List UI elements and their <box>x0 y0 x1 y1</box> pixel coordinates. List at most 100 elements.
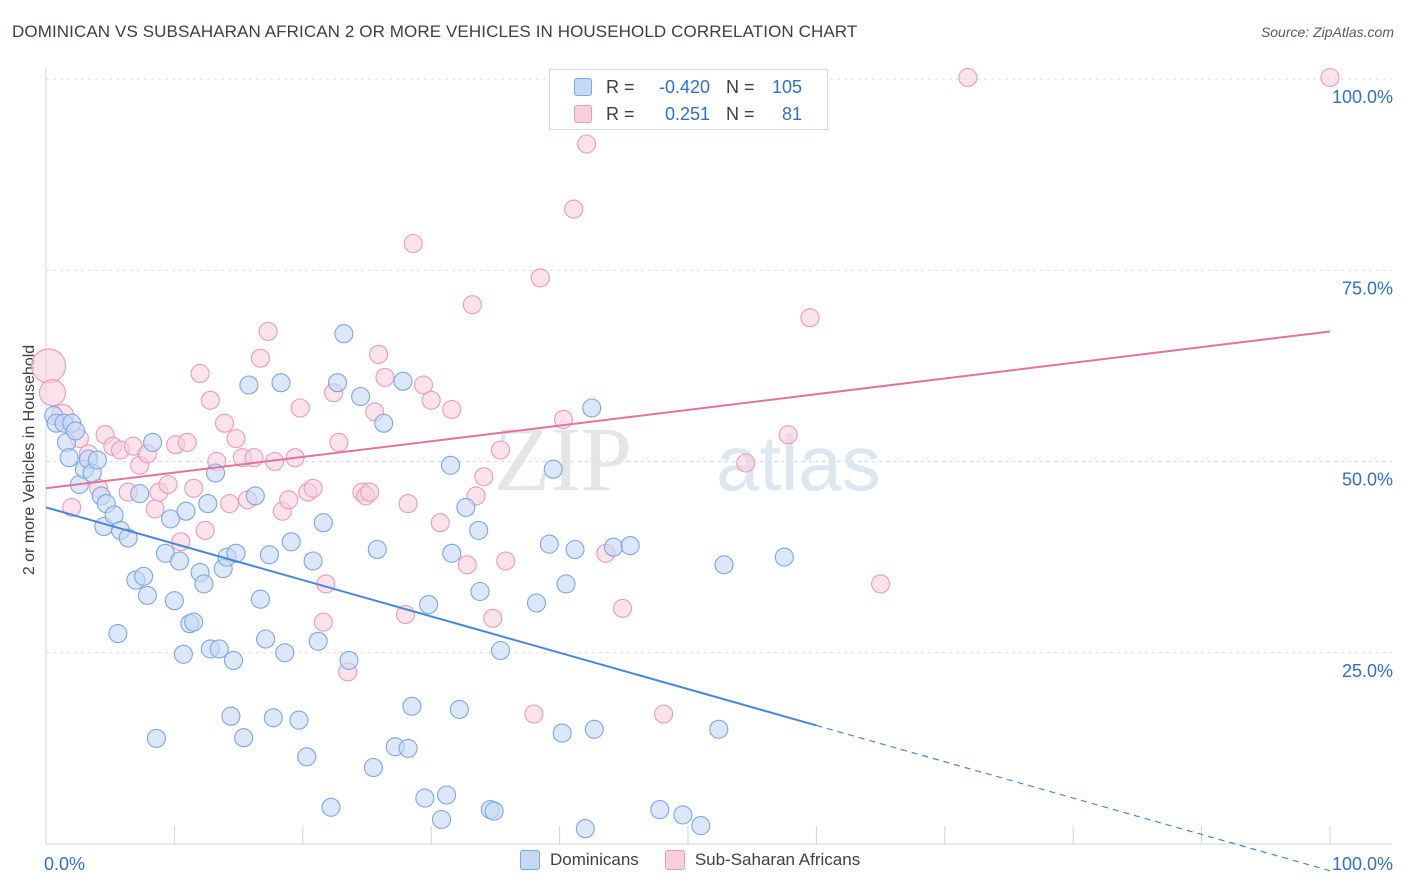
data-point-dominicans <box>709 719 729 739</box>
stats-n-value: 105 <box>771 76 802 97</box>
data-point-dominicans <box>543 459 563 479</box>
data-point-sub-saharan-africans <box>1320 67 1340 88</box>
data-point-dominicans <box>456 497 476 517</box>
stats-swatch-dominicans <box>574 78 592 96</box>
stats-swatch-sub-saharan-africans <box>574 105 592 123</box>
trend-line-dominicans-extrapolated <box>816 724 1331 872</box>
data-point-dominicans <box>449 699 469 719</box>
data-point-dominicans <box>234 728 254 748</box>
data-point-sub-saharan-africans <box>871 574 891 594</box>
data-point-sub-saharan-africans <box>313 612 333 632</box>
data-point-dominicans <box>313 513 333 533</box>
data-point-dominicans <box>556 574 576 594</box>
data-point-dominicans <box>137 585 157 605</box>
chart-legend: Dominicans Sub-Saharan Africans <box>520 850 860 870</box>
x-tick-label-start: 0.0% <box>44 854 85 874</box>
data-point-sub-saharan-africans <box>360 482 380 502</box>
data-point-dominicans <box>552 723 572 743</box>
data-point-dominicans <box>363 757 383 778</box>
data-point-dominicans <box>289 710 309 730</box>
data-point-sub-saharan-africans <box>564 199 584 219</box>
data-point-sub-saharan-africans <box>145 499 165 519</box>
data-point-sub-saharan-africans <box>226 428 246 449</box>
data-point-sub-saharan-africans <box>490 440 511 460</box>
legend-swatch-sub-saharan-africans <box>664 850 685 870</box>
data-point-sub-saharan-africans <box>38 379 66 407</box>
data-point-dominicans <box>415 788 435 808</box>
stats-n-label: N = <box>726 76 755 97</box>
stats-n-value: 81 <box>781 103 802 124</box>
data-point-dominicans <box>130 484 150 504</box>
stats-row-dominicans: R = -0.420 N = 105 <box>574 74 802 100</box>
data-point-dominicans <box>714 555 734 575</box>
data-point-dominicans <box>565 539 585 560</box>
data-point-dominicans <box>308 631 328 651</box>
data-point-sub-saharan-africans <box>214 413 235 433</box>
data-point-dominicans <box>194 574 214 594</box>
data-point-dominicans <box>169 551 190 571</box>
data-point-dominicans <box>303 551 323 571</box>
data-point-dominicans <box>176 501 196 521</box>
data-point-dominicans <box>398 738 418 758</box>
stats-legend: R = -0.420 N = 105 R = 0.251 N = 81 <box>549 69 828 130</box>
data-point-sub-saharan-africans <box>736 453 756 473</box>
data-point-dominicans <box>134 566 154 586</box>
x-tick-label-end: 100.0% <box>1332 854 1393 874</box>
data-point-sub-saharan-africans <box>483 608 503 628</box>
data-point-dominicans <box>442 543 462 563</box>
data-point-sub-saharan-africans <box>398 494 418 514</box>
legend-item-sub-saharan-africans[interactable]: Sub-Saharan Africans <box>664 850 860 870</box>
data-point-sub-saharan-africans <box>329 432 349 452</box>
legend-item-dominicans[interactable]: Dominicans <box>520 850 639 870</box>
data-point-dominicans <box>650 800 670 820</box>
data-point-sub-saharan-africans <box>524 704 544 724</box>
data-point-dominicans <box>437 785 457 805</box>
data-point-sub-saharan-africans <box>474 467 494 487</box>
data-point-sub-saharan-africans <box>62 497 82 517</box>
data-point-dominicans <box>490 640 511 661</box>
data-point-dominicans <box>526 593 547 613</box>
data-point-sub-saharan-africans <box>158 474 178 495</box>
data-point-sub-saharan-africans <box>195 520 215 540</box>
stats-r-label: R = <box>606 76 635 97</box>
data-point-sub-saharan-africans <box>457 555 477 575</box>
data-point-sub-saharan-africans <box>258 321 278 341</box>
data-point-dominicans <box>584 719 604 739</box>
stats-r-label: R = <box>606 103 635 124</box>
stats-r-value: -0.420 <box>658 76 710 97</box>
data-point-dominicans <box>402 696 422 716</box>
y-tick-label: 100.0% <box>1332 87 1393 107</box>
data-point-dominicans <box>143 432 163 452</box>
data-point-dominicans <box>250 589 270 609</box>
data-point-sub-saharan-africans <box>200 390 220 410</box>
watermark: ZIP atlas <box>494 408 881 510</box>
data-point-sub-saharan-africans <box>290 398 310 418</box>
data-point-dominicans <box>223 650 244 670</box>
data-point-dominicans <box>108 624 128 644</box>
data-point-dominicans <box>184 612 204 632</box>
tick-labels: 25.0% 50.0% 75.0% 100.0% 0.0% 100.0% <box>44 87 1393 874</box>
data-point-sub-saharan-africans <box>177 432 197 452</box>
data-point-dominicans <box>256 629 276 649</box>
data-point-sub-saharan-africans <box>421 390 441 410</box>
axes <box>45 68 1392 845</box>
data-point-sub-saharan-africans <box>184 478 204 498</box>
data-point-dominicans <box>239 375 259 395</box>
data-point-dominicans <box>327 373 348 393</box>
data-point-dominicans <box>431 809 452 830</box>
data-point-dominicans <box>575 819 595 839</box>
source-credit: Source: ZipAtlas.com <box>1260 24 1394 40</box>
data-point-dominicans <box>245 486 265 506</box>
trend-line-sub-saharan-africans <box>45 330 1331 490</box>
data-point-sub-saharan-africans <box>778 425 798 445</box>
data-point-dominicans <box>484 801 504 821</box>
y-tick-label: 75.0% <box>1342 278 1393 298</box>
data-point-dominicans <box>146 728 166 748</box>
data-point-sub-saharan-africans <box>496 551 516 571</box>
data-point-sub-saharan-africans <box>403 233 423 254</box>
data-point-dominicans <box>65 421 86 441</box>
data-point-dominicans <box>160 509 181 529</box>
trend-lines <box>45 330 1331 872</box>
data-point-sub-saharan-africans <box>279 490 299 510</box>
y-tick-label: 25.0% <box>1342 661 1393 681</box>
